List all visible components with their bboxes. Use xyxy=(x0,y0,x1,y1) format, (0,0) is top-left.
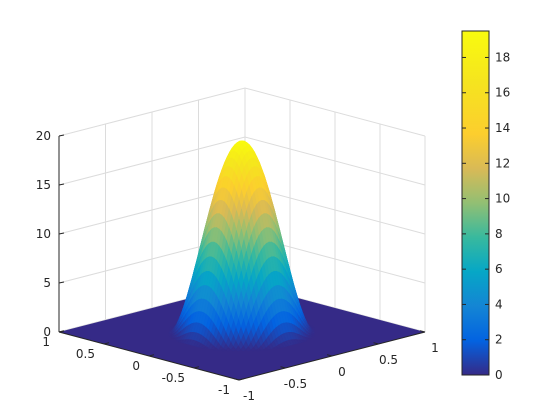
surface-plot xyxy=(59,140,425,380)
y-tick-mark xyxy=(58,330,65,333)
y-tick-mark xyxy=(148,354,155,357)
colorbar-tick-label: 6 xyxy=(495,262,503,276)
colorbar: 0 2 4 6 8 10 12 14 16 18 xyxy=(461,30,510,382)
x-tick-mark xyxy=(419,330,426,333)
y-tick-label: 1 xyxy=(42,335,50,349)
z-tick-label: 20 xyxy=(36,129,51,143)
x-tick-label: 1 xyxy=(431,341,439,355)
colorbar-tick-label: 18 xyxy=(495,50,510,64)
surface-patch xyxy=(212,347,220,351)
x-tick-label: -0.5 xyxy=(284,377,307,391)
x-tick-mark xyxy=(233,378,240,381)
y-tick-label: 0 xyxy=(132,359,140,373)
z-tick-mark xyxy=(58,232,65,235)
surface-patch xyxy=(262,347,270,351)
grid-line xyxy=(58,136,426,186)
colorbar-tick-label: 16 xyxy=(495,86,510,100)
x-tick-mark xyxy=(326,354,333,357)
surface-patch xyxy=(225,347,232,352)
surface-patch xyxy=(230,346,237,352)
z-tick-mark xyxy=(58,281,65,284)
x-tick-label: 0 xyxy=(338,365,346,379)
y-tick-mark xyxy=(193,366,200,369)
colorbar-tick-label: 12 xyxy=(495,156,510,170)
z-tick-label: 0 xyxy=(43,325,51,339)
colorbar-tick-label: 4 xyxy=(495,297,503,311)
x-tick-label: -1 xyxy=(243,389,255,403)
x-tick-label: 0.5 xyxy=(379,353,398,367)
colorbar-tick-label: 0 xyxy=(495,368,503,382)
z-tick-label: 15 xyxy=(36,178,51,192)
surface-patch xyxy=(202,346,210,350)
x-tick-mark xyxy=(373,342,379,345)
colorbar-tick-label: 2 xyxy=(495,333,503,347)
y-tick-label: -0.5 xyxy=(162,371,185,385)
axis-ticks: 0 5 10 15 20 -1 -0.5 0 0.5 1 -1 -0.5 0 0.5 1 xyxy=(36,129,439,403)
x-tick-mark xyxy=(280,366,286,369)
z-tick-mark xyxy=(58,183,65,186)
surface-patch xyxy=(255,348,262,352)
colorbar-tick-label: 14 xyxy=(495,121,510,135)
grid-line xyxy=(58,87,426,137)
y-tick-label: -1 xyxy=(218,383,230,397)
colorbar-tick-label: 8 xyxy=(495,227,503,241)
surface-patch xyxy=(235,345,242,352)
surface-patch xyxy=(245,346,252,352)
z-tick-mark xyxy=(58,134,65,137)
surface-patch xyxy=(250,347,257,352)
z-tick-label: 5 xyxy=(43,276,51,290)
colorbar-gradient xyxy=(461,30,490,376)
colorbar-tick-label: 10 xyxy=(495,192,510,206)
surface-patch xyxy=(272,346,280,350)
z-tick-label: 10 xyxy=(36,227,51,241)
y-tick-label: 0.5 xyxy=(76,347,95,361)
surface-patch xyxy=(220,348,227,352)
surface-patch xyxy=(240,345,247,352)
y-tick-mark xyxy=(103,342,110,345)
